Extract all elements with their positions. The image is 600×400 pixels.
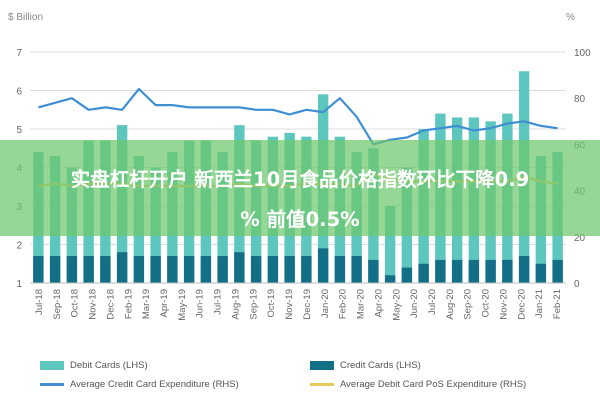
axes: 1234567020406080100Jul-18Sep-18Oct-18Nov… xyxy=(16,48,591,321)
x-axis-tick-label: Jan-20 xyxy=(320,289,331,318)
credit-card-bar xyxy=(451,259,463,283)
x-axis-tick-label: Sep-20 xyxy=(463,289,474,320)
x-axis-tick-label: Oct-19 xyxy=(266,289,277,318)
credit-card-bar xyxy=(502,259,513,283)
overlay-banner xyxy=(0,140,600,236)
credit-card-bar xyxy=(468,259,480,283)
x-axis-tick-label: Oct-18 xyxy=(70,289,81,318)
credit-card-bar xyxy=(250,256,262,283)
left-axis-tick-label: 6 xyxy=(16,87,22,98)
left-axis-tick-label: 2 xyxy=(16,241,22,252)
credit-card-bar xyxy=(301,256,312,283)
right-axis-tick-label: 80 xyxy=(574,94,586,105)
x-axis-tick-label: Sep-18 xyxy=(52,289,63,320)
credit-card-bar xyxy=(401,267,413,283)
credit-card-bar xyxy=(200,256,212,283)
left-axis-tick-label: 7 xyxy=(16,48,22,59)
credit-card-bar xyxy=(535,263,547,283)
left-axis-tick-label: 5 xyxy=(16,125,22,136)
right-axis-tick-label: 0 xyxy=(574,279,580,290)
x-axis-tick-label: Aug-19 xyxy=(230,289,241,320)
left-axis-unit: $ Billion xyxy=(8,12,44,23)
x-axis-tick-label: Feb-20 xyxy=(338,289,349,319)
credit-card-bar xyxy=(351,256,362,283)
x-axis-tick-label: Dec-19 xyxy=(302,289,313,320)
legend-item-credit-cards: Credit Cards (LHS) xyxy=(310,360,421,371)
credit-card-bar xyxy=(100,256,111,283)
x-axis-tick-label: Apr-20 xyxy=(373,289,384,318)
credit-card-bar xyxy=(485,259,496,283)
legend-item-debit-cards: Debit Cards (LHS) xyxy=(40,360,148,371)
x-axis-tick-label: Jul-20 xyxy=(427,289,438,315)
x-axis-tick-label: Jul-19 xyxy=(213,289,224,315)
credit-card-bar xyxy=(133,256,145,283)
legend-swatch-debit-cards xyxy=(40,361,64,370)
credit-card-bar xyxy=(267,256,279,283)
right-axis-tick-label: 20 xyxy=(574,233,586,244)
credit-card-bar xyxy=(384,275,396,283)
x-axis-tick-label: Feb-19 xyxy=(123,289,134,319)
legend-label-credit-cards: Credit Cards (LHS) xyxy=(340,360,421,371)
credit-card-bar xyxy=(150,256,161,283)
x-axis-tick-label: May-19 xyxy=(177,289,188,321)
legend-swatch-credit-cards xyxy=(310,361,334,370)
legend-label-avg-debit-pos: Average Debit Card PoS Expenditure (RHS) xyxy=(340,379,527,390)
credit-card-bar xyxy=(552,259,563,283)
x-axis-tick-label: Sep-19 xyxy=(248,289,259,320)
x-axis-tick-label: Mar-19 xyxy=(141,289,152,319)
credit-card-bar xyxy=(33,256,44,283)
chart-legend: Debit Cards (LHS) Credit Cards (LHS) Ave… xyxy=(40,360,580,396)
credit-card-bar xyxy=(66,256,78,283)
x-axis-tick-label: Jun-20 xyxy=(409,289,420,318)
credit-card-bar xyxy=(518,256,530,283)
credit-card-bar xyxy=(284,256,295,283)
x-axis-tick-label: Nov-18 xyxy=(88,289,99,320)
x-axis-tick-label: Jul-18 xyxy=(34,289,45,315)
credit-card-bar xyxy=(435,259,446,283)
legend-swatch-avg-debit-pos xyxy=(310,383,334,386)
x-axis-tick-label: Oct-20 xyxy=(481,289,492,318)
x-axis-tick-label: Apr-19 xyxy=(159,289,170,318)
x-axis-tick-label: Nov-19 xyxy=(284,289,295,320)
credit-card-bar xyxy=(234,252,245,283)
credit-card-bar xyxy=(49,256,61,283)
right-axis-tick-label: 100 xyxy=(574,48,591,59)
right-axis-unit: % xyxy=(566,12,575,23)
credit-card-bar xyxy=(317,248,329,283)
credit-card-bar xyxy=(368,259,379,283)
x-axis-tick-label: Dec-20 xyxy=(516,289,527,320)
x-axis-tick-label: Nov-20 xyxy=(498,289,509,320)
credit-card-bar xyxy=(183,256,195,283)
left-axis-tick-label: 1 xyxy=(16,279,22,290)
banner-headline-line2[interactable]: % 前值0.5% xyxy=(240,208,360,231)
avg-credit-card-expenditure-line xyxy=(38,87,558,146)
x-axis-tick-label: Feb-21 xyxy=(552,289,563,319)
credit-card-bar xyxy=(116,252,128,283)
credit-card-bar xyxy=(217,256,228,283)
credit-card-bar xyxy=(167,256,178,283)
banner-headline-line1[interactable]: 实盘杠杆开户 新西兰10月食品价格指数环比下降0.9 xyxy=(70,168,530,191)
legend-label-avg-credit-card: Average Credit Card Expenditure (RHS) xyxy=(70,379,239,390)
x-axis-tick-label: Jun-19 xyxy=(195,289,206,318)
credit-card-bar xyxy=(334,256,346,283)
x-axis-tick-label: Jan-21 xyxy=(534,289,545,318)
x-axis-tick-label: Dec-18 xyxy=(105,289,116,320)
x-axis-tick-label: Mar-20 xyxy=(356,289,367,319)
x-axis-tick-label: Aug-20 xyxy=(445,289,456,320)
legend-swatch-avg-credit-card xyxy=(40,383,64,386)
legend-item-avg-credit-card: Average Credit Card Expenditure (RHS) xyxy=(40,379,239,390)
legend-item-avg-debit-pos: Average Debit Card PoS Expenditure (RHS) xyxy=(310,379,526,390)
legend-label-debit-cards: Debit Cards (LHS) xyxy=(70,360,148,371)
credit-card-bar xyxy=(83,256,94,283)
debit-card-bar xyxy=(384,206,396,283)
x-axis-tick-label: May-20 xyxy=(391,289,402,321)
credit-card-bar xyxy=(418,263,429,283)
